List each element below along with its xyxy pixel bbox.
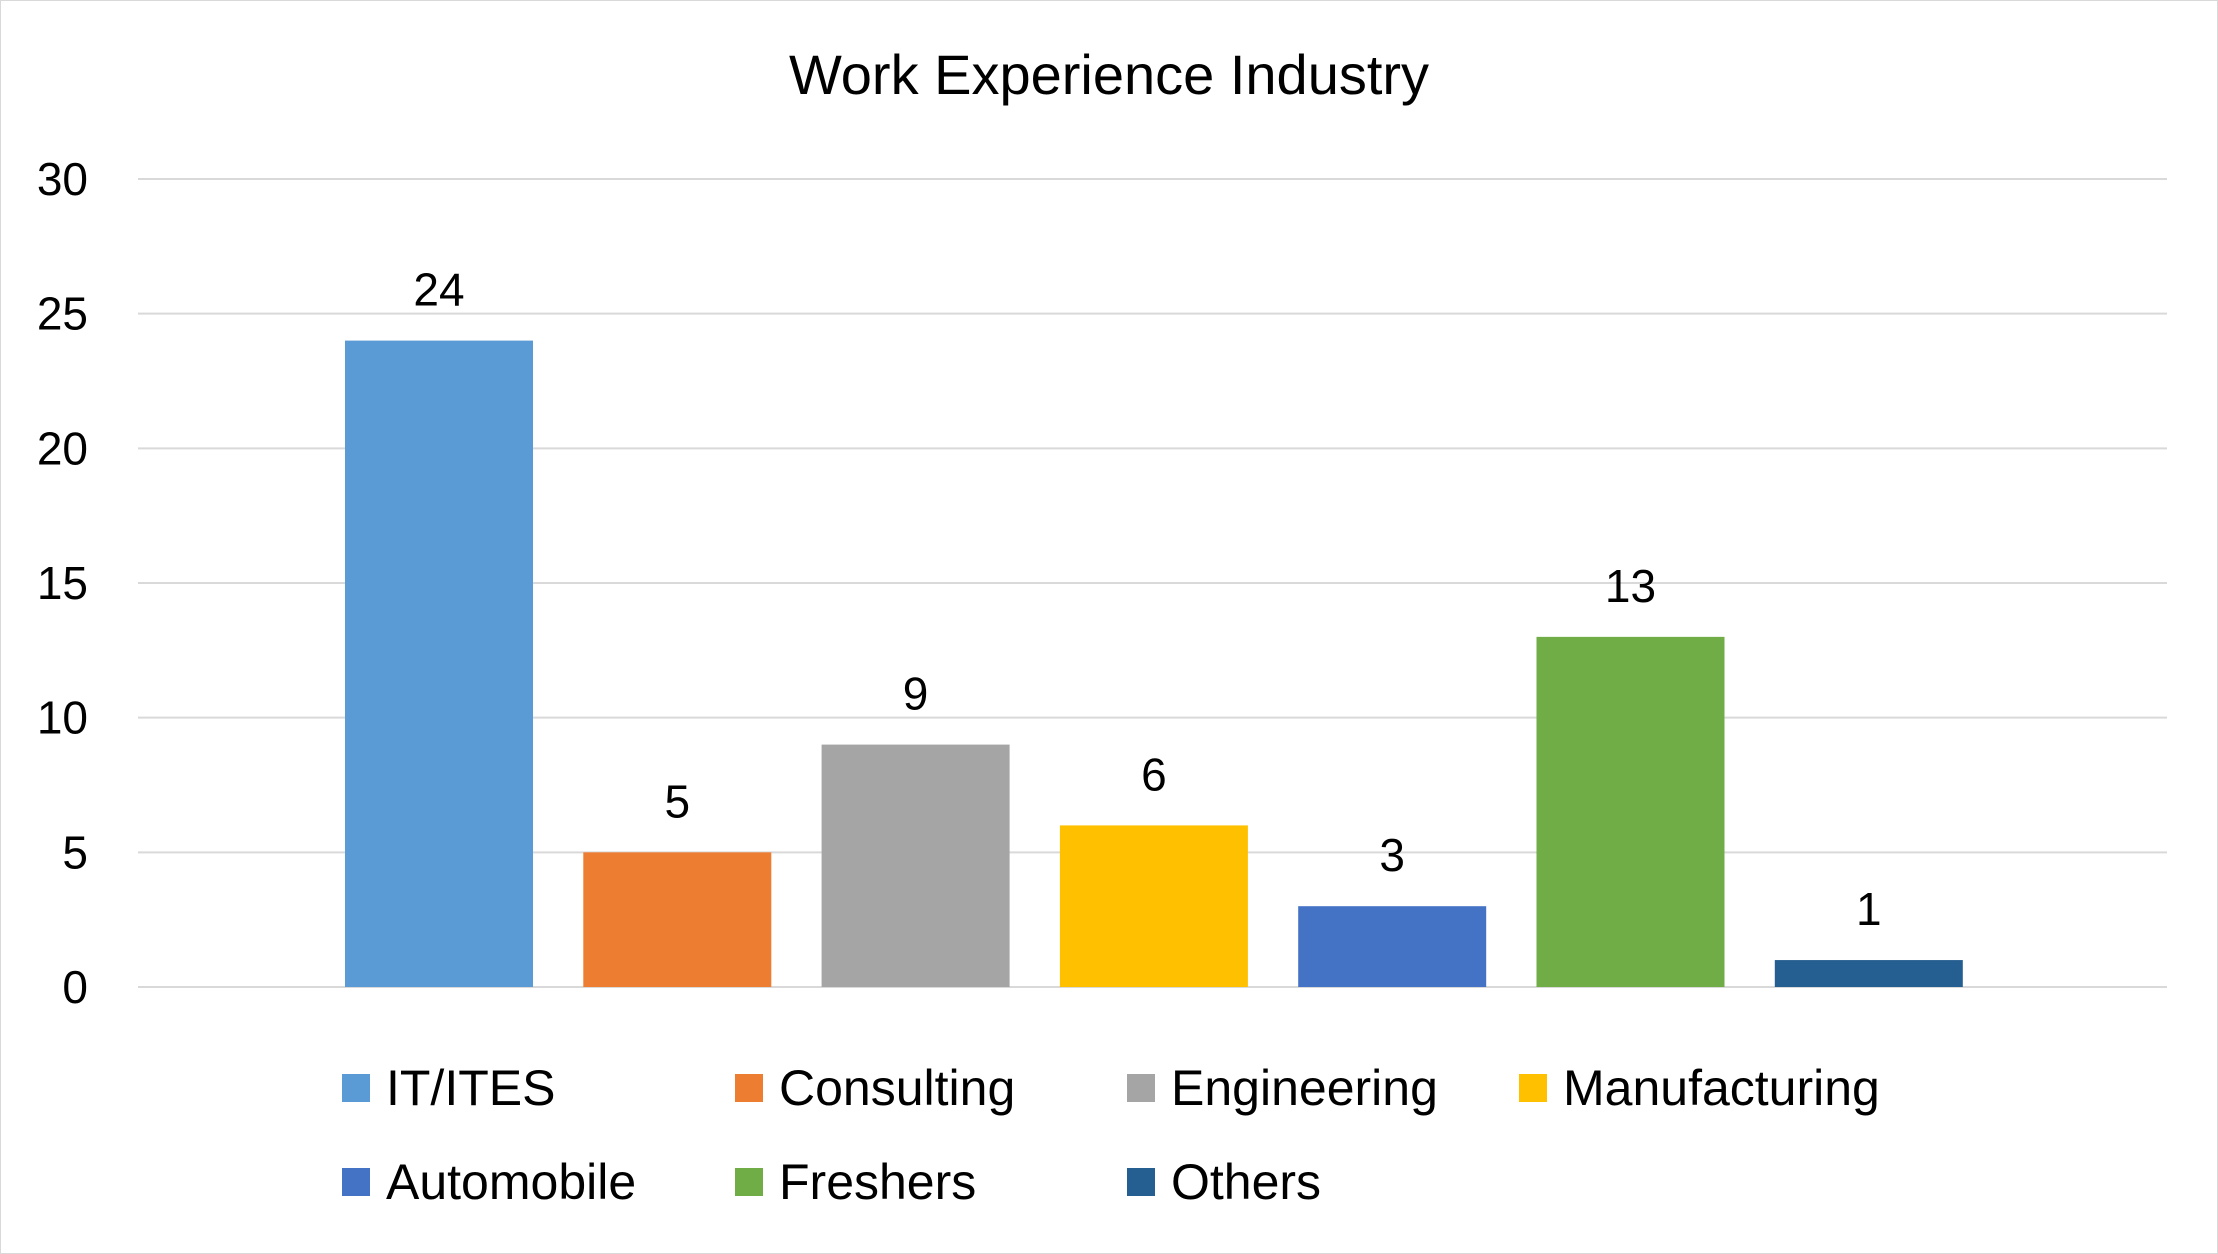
legend-item-freshers: Freshers <box>735 1152 976 1212</box>
legend-label: Manufacturing <box>1563 1060 1880 1116</box>
data-label: 6 <box>1141 748 1167 800</box>
legend-label: Consulting <box>779 1060 1016 1116</box>
bar-freshers <box>1536 636 1725 987</box>
y-tick-label: 25 <box>37 288 88 340</box>
legend-label: Automobile <box>386 1154 637 1210</box>
y-tick-label: 20 <box>37 422 88 474</box>
legend-swatch <box>342 1168 370 1196</box>
legend-swatch <box>735 1168 763 1196</box>
bar-manufacturing <box>1059 825 1248 987</box>
data-label: 9 <box>903 668 929 720</box>
legend-label: Engineering <box>1171 1060 1438 1116</box>
data-label: 1 <box>1856 883 1882 935</box>
bar-engineering <box>821 744 1010 987</box>
data-labels: 24 5 9 6 3 13 1 <box>413 264 1881 935</box>
legend-label: Others <box>1171 1154 1322 1210</box>
y-axis-ticks: 0 5 10 15 20 25 30 <box>37 153 88 1013</box>
bars <box>345 340 1963 988</box>
bar-consulting <box>583 852 772 987</box>
legend-item-automobile: Automobile <box>342 1152 636 1212</box>
legend-swatch <box>1127 1168 1155 1196</box>
legend-item-manufacturing: Manufacturing <box>1519 1058 1880 1118</box>
bar-it-ites <box>345 340 533 988</box>
data-label: 24 <box>413 264 464 316</box>
data-label: 5 <box>665 775 691 827</box>
legend-label: Freshers <box>779 1154 977 1210</box>
legend-item-engineering: Engineering <box>1127 1058 1438 1118</box>
y-tick-label: 15 <box>37 557 88 609</box>
data-label: 13 <box>1605 560 1656 612</box>
data-label: 3 <box>1379 829 1405 881</box>
y-tick-label: 10 <box>37 692 88 744</box>
y-tick-label: 5 <box>62 826 88 878</box>
y-tick-label: 0 <box>62 961 88 1013</box>
legend-swatch <box>735 1074 763 1102</box>
bar-automobile <box>1298 906 1487 987</box>
legend-item-consulting: Consulting <box>735 1058 1015 1118</box>
legend: IT/ITES Consulting Engineering Manufacturin… <box>342 1058 1942 1238</box>
legend-swatch <box>1127 1074 1155 1102</box>
legend-swatch <box>1519 1074 1547 1102</box>
y-tick-label: 30 <box>37 153 88 205</box>
legend-item-it-ites: IT/ITES <box>342 1058 555 1118</box>
legend-item-others: Others <box>1127 1152 1321 1212</box>
chart-title: Work Experience Industry <box>788 43 1430 106</box>
legend-label: IT/ITES <box>386 1060 556 1116</box>
legend-swatch <box>342 1074 370 1102</box>
bar-others <box>1774 960 1963 987</box>
